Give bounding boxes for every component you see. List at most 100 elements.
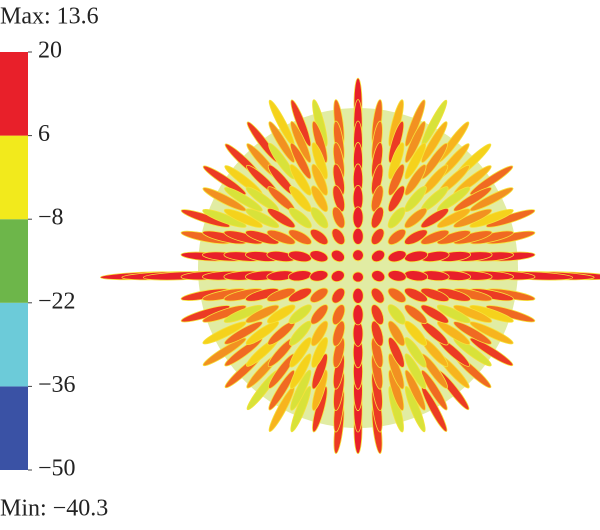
colorbar-band [0,219,28,303]
pattern-lobe [223,208,263,228]
pattern-lobe [469,304,514,323]
pattern-lobe [404,386,426,433]
pattern-lobe [436,208,471,229]
min-annotation: Min: −40.3 [0,496,108,522]
pattern-lobe [268,369,295,411]
pattern-lobe [469,209,514,228]
colorbar-tick-label: 6 [38,121,50,147]
pattern-lobe [404,287,428,303]
pattern-lobe [245,304,280,324]
pattern-lobe [266,229,296,245]
pattern-lobe [289,337,312,368]
pattern-lobe [331,228,346,245]
pattern-lobe [387,250,407,263]
pattern-lobe [436,321,471,345]
pattern-lobe [224,187,263,212]
pattern-lobe [309,228,329,245]
pattern-lobe [245,321,280,345]
pattern-lobe [370,320,384,347]
pattern-lobe [404,121,426,164]
pattern-lobe [370,228,385,245]
pattern-lobe [420,208,449,229]
pattern-lobe [310,207,329,229]
pattern-lobe [267,208,296,229]
pattern-lobe [331,287,346,304]
pattern-lobe [288,287,312,303]
pattern-lobe [245,288,280,302]
pattern-lobe [311,142,328,180]
pattern-lobe [387,320,406,347]
pattern-lobe [388,142,405,180]
colorbar-tick-label: −22 [38,288,76,314]
pattern-lobe [469,165,514,196]
pattern-lobe [387,228,407,245]
pattern-lobe [290,121,312,164]
colorbar-band [0,302,28,387]
pattern-lobe [289,142,312,180]
pattern-lobe [436,288,471,302]
pattern-lobe [370,185,384,213]
colorbar-tick-label: −8 [38,205,64,231]
pattern-lobe [266,304,296,324]
pattern-lobe [387,287,407,303]
pattern-lobe [289,164,312,196]
pattern-lobe [387,336,405,368]
pattern-lobe [404,99,426,147]
pattern-lobe [469,337,514,367]
pattern-lobe [404,369,426,411]
radiation-pattern [100,77,600,455]
pattern-lobe [266,287,296,302]
pattern-lobe [404,304,428,325]
pattern-lobe [290,99,312,147]
pattern-lobe [420,304,450,324]
pattern-lobe [330,270,345,283]
pattern-lobe [453,208,493,228]
pattern-lobe [453,321,492,345]
pattern-lobe [290,369,312,411]
pattern-lobe [332,185,346,213]
pattern-lobe [332,320,346,347]
pattern-lobe [223,304,263,323]
pattern-lobe [268,121,295,163]
pattern-lobe [421,369,448,411]
pattern-lobe [202,165,247,196]
pattern-lobe [370,206,384,229]
pattern-lobe [245,230,280,245]
colorbar-band [0,135,28,220]
pattern-lobe [287,250,312,263]
pattern-lobe [370,287,385,304]
pattern-lobe [352,227,364,245]
pattern-lobe [332,206,346,229]
pattern-lobe [288,229,312,245]
pattern-lobe [288,304,312,325]
pattern-lobe [436,230,471,245]
pattern-lobe [309,287,329,303]
colorbar-band [0,386,28,470]
pattern-lobe [388,369,405,411]
pattern-lobe [436,304,471,324]
pattern-lobe [311,163,328,196]
pattern-lobe [289,353,312,390]
pattern-lobe [352,206,364,229]
pattern-lobe [330,249,345,263]
pattern-lobe [388,163,405,196]
pattern-lobe [404,142,427,180]
pattern-lobe [387,207,406,229]
pattern-lobe [387,270,407,282]
pattern-lobe [224,321,263,345]
pattern-lobe [309,250,329,263]
pattern-lobe [311,120,328,164]
pattern-lobe [309,270,329,282]
pattern-lobe [288,207,312,229]
pattern-core [198,108,518,428]
max-annotation: Max: 13.6 [0,4,99,30]
pattern-lobe [404,229,428,245]
pattern-lobe [202,209,247,228]
pattern-lobe [387,304,406,325]
colorbar-tick-label: 20 [38,38,62,64]
pattern-lobe [404,353,427,390]
pattern-lobe [453,304,493,323]
pattern-lobe [388,353,405,390]
pattern-lobe [370,304,385,326]
